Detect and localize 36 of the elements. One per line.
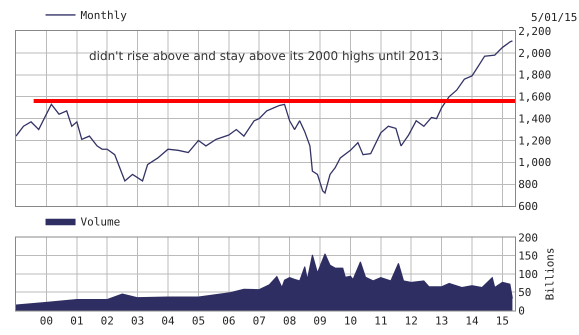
x-tick-label: 02: [100, 314, 114, 328]
x-tick-label: 03: [130, 314, 144, 328]
y-tick-label: 200: [518, 231, 538, 244]
x-tick-label: 04: [161, 314, 175, 328]
annotation: didn't rise above and stay above its 2000 highs until 2013.: [89, 49, 443, 63]
y-tick-label: 1,200: [518, 134, 552, 148]
legend-label: Monthly: [80, 9, 128, 22]
x-tick-label: 11: [374, 314, 388, 328]
y-tick-label: 100: [518, 268, 538, 281]
x-tick-label: 08: [282, 314, 296, 328]
line-series: [16, 40, 514, 194]
y-tick-label: 2,200: [518, 24, 552, 38]
x-tick-label: 12: [404, 314, 418, 328]
y-tick-label: 800: [518, 178, 538, 192]
x-tick-label: 09: [313, 314, 327, 328]
y-tick-label: 150: [518, 250, 538, 263]
x-tick-label: 13: [435, 314, 448, 328]
y-tick-label: 1,400: [518, 112, 552, 126]
y-tick-label: 0: [518, 304, 525, 318]
x-tick-label: 01: [70, 314, 84, 328]
x-tick-label: 10: [344, 314, 358, 328]
y-tick-label: 50: [518, 286, 532, 300]
y-axis-title: Billions: [543, 247, 556, 300]
y-tick-label: 1,800: [518, 68, 552, 82]
x-tick-label: 06: [222, 314, 236, 328]
x-tick-label: 07: [252, 314, 266, 328]
x-tick-label: 14: [465, 314, 480, 328]
x-tick-label: 05: [192, 314, 206, 328]
x-tick-label: 15: [496, 314, 510, 328]
y-tick-label: 1,600: [518, 90, 552, 104]
x-tick-label: 00: [40, 314, 54, 328]
y-tick-label: 1,000: [518, 156, 552, 170]
y-tick-label: 600: [518, 200, 538, 213]
y-tick-label: 2,000: [518, 46, 552, 60]
text: 5/01/15: [531, 11, 578, 24]
legend-label: Volume: [80, 216, 120, 229]
